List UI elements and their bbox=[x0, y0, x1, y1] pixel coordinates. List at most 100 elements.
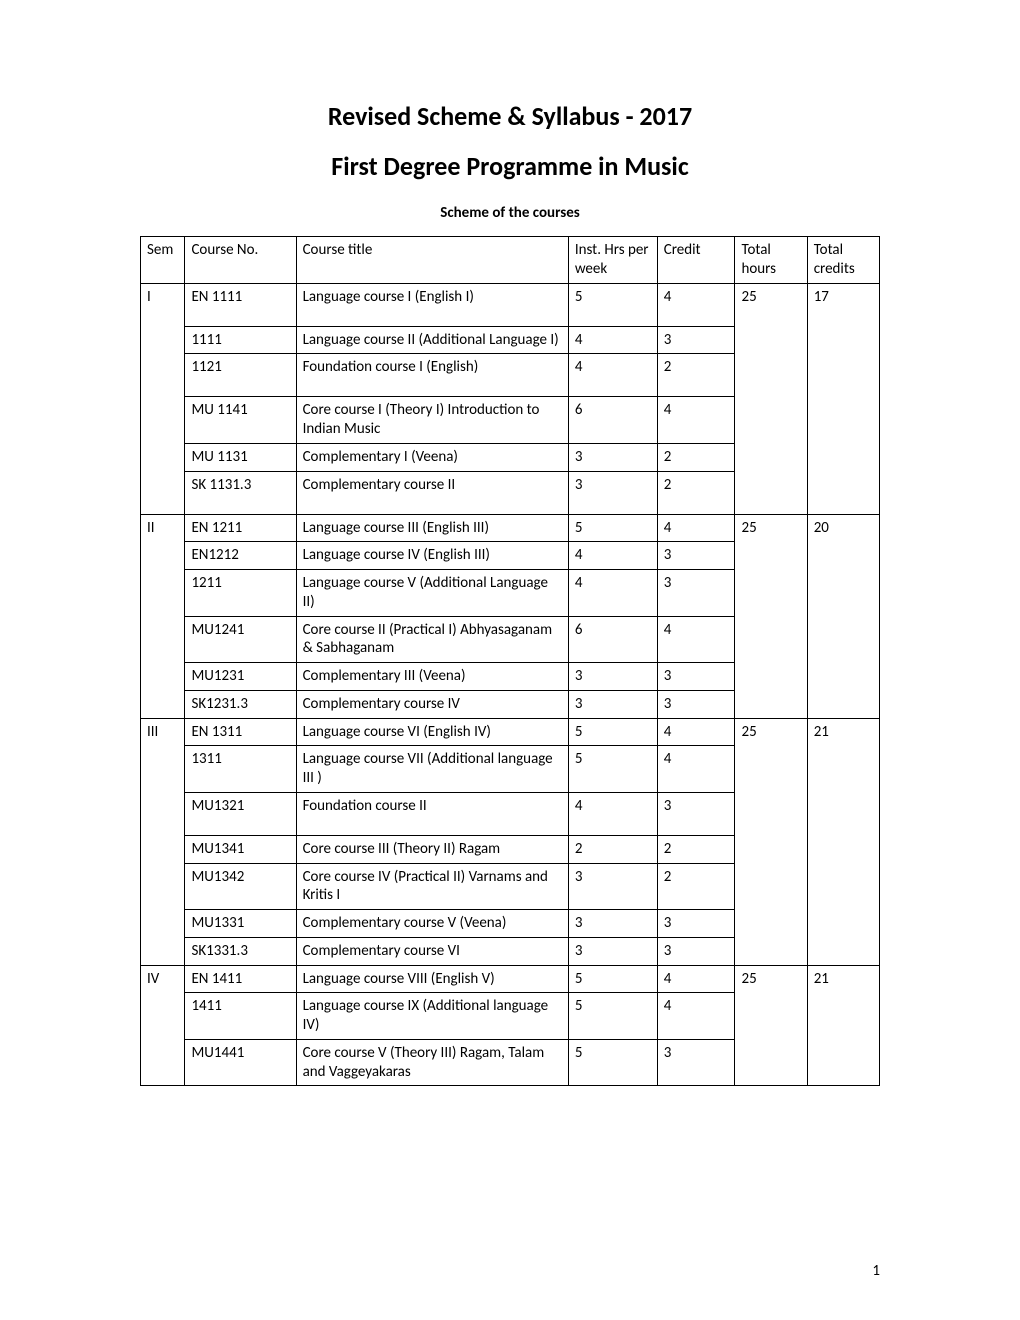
cell-inst-hrs: 5 bbox=[568, 965, 657, 993]
cell-course-no: EN1212 bbox=[185, 542, 296, 570]
col-total-hours: Total hours bbox=[735, 237, 807, 284]
cell-course-title: Foundation course I (English) bbox=[296, 354, 568, 397]
col-course-no: Course No. bbox=[185, 237, 296, 284]
cell-course-title: Language course I (English I) bbox=[296, 283, 568, 326]
cell-inst-hrs: 4 bbox=[568, 354, 657, 397]
cell-credit: 3 bbox=[657, 1039, 735, 1086]
cell-total-hours: 25 bbox=[735, 283, 807, 514]
cell-inst-hrs: 5 bbox=[568, 993, 657, 1040]
cell-course-no: MU1231 bbox=[185, 663, 296, 691]
cell-sem: III bbox=[141, 718, 185, 965]
cell-course-no: 1311 bbox=[185, 746, 296, 793]
cell-course-no: MU1331 bbox=[185, 910, 296, 938]
document-title: Revised Scheme & Syllabus - 2017 bbox=[140, 100, 880, 132]
cell-course-no: MU1341 bbox=[185, 835, 296, 863]
col-course-title: Course title bbox=[296, 237, 568, 284]
cell-course-title: Complementary I (Veena) bbox=[296, 443, 568, 471]
page-number: 1 bbox=[872, 1262, 880, 1280]
cell-course-title: Language course VII (Additional language… bbox=[296, 746, 568, 793]
cell-credit: 2 bbox=[657, 835, 735, 863]
table-row: IVEN 1411Language course VIII (English V… bbox=[141, 965, 880, 993]
cell-course-title: Core course III (Theory II) Ragam bbox=[296, 835, 568, 863]
cell-credit: 3 bbox=[657, 937, 735, 965]
cell-course-no: 1411 bbox=[185, 993, 296, 1040]
cell-credit: 4 bbox=[657, 746, 735, 793]
cell-credit: 2 bbox=[657, 471, 735, 514]
cell-total-hours: 25 bbox=[735, 718, 807, 965]
table-row: IEN 1111Language course I (English I)542… bbox=[141, 283, 880, 326]
cell-course-no: EN 1311 bbox=[185, 718, 296, 746]
col-total-credits: Total credits bbox=[807, 237, 879, 284]
cell-inst-hrs: 5 bbox=[568, 746, 657, 793]
cell-course-no: SK 1131.3 bbox=[185, 471, 296, 514]
cell-inst-hrs: 4 bbox=[568, 570, 657, 617]
cell-total-credits: 21 bbox=[807, 718, 879, 965]
col-sem: Sem bbox=[141, 237, 185, 284]
cell-total-hours: 25 bbox=[735, 514, 807, 718]
cell-course-no: 1111 bbox=[185, 326, 296, 354]
cell-total-credits: 20 bbox=[807, 514, 879, 718]
courses-table: Sem Course No. Course title Inst. Hrs pe… bbox=[140, 236, 880, 1086]
cell-inst-hrs: 4 bbox=[568, 326, 657, 354]
cell-course-title: Language course VI (English IV) bbox=[296, 718, 568, 746]
cell-course-title: Core course II (Practical I) Abhyasagana… bbox=[296, 616, 568, 663]
cell-inst-hrs: 3 bbox=[568, 863, 657, 910]
cell-course-no: MU1321 bbox=[185, 792, 296, 835]
cell-credit: 4 bbox=[657, 718, 735, 746]
cell-credit: 4 bbox=[657, 616, 735, 663]
cell-course-title: Language course IV (English III) bbox=[296, 542, 568, 570]
cell-credit: 4 bbox=[657, 965, 735, 993]
cell-course-title: Language course IX (Additional language … bbox=[296, 993, 568, 1040]
cell-inst-hrs: 2 bbox=[568, 835, 657, 863]
cell-inst-hrs: 5 bbox=[568, 514, 657, 542]
cell-credit: 4 bbox=[657, 283, 735, 326]
cell-sem: II bbox=[141, 514, 185, 718]
cell-course-no: SK1331.3 bbox=[185, 937, 296, 965]
cell-inst-hrs: 3 bbox=[568, 471, 657, 514]
cell-course-no: 1121 bbox=[185, 354, 296, 397]
cell-sem: IV bbox=[141, 965, 185, 1086]
cell-inst-hrs: 3 bbox=[568, 663, 657, 691]
cell-inst-hrs: 6 bbox=[568, 397, 657, 444]
cell-inst-hrs: 5 bbox=[568, 1039, 657, 1086]
cell-course-no: MU1342 bbox=[185, 863, 296, 910]
cell-course-no: MU 1131 bbox=[185, 443, 296, 471]
cell-credit: 4 bbox=[657, 514, 735, 542]
cell-credit: 3 bbox=[657, 910, 735, 938]
cell-course-title: Language course II (Additional Language … bbox=[296, 326, 568, 354]
cell-course-title: Language course VIII (English V) bbox=[296, 965, 568, 993]
cell-inst-hrs: 3 bbox=[568, 937, 657, 965]
cell-total-credits: 17 bbox=[807, 283, 879, 514]
cell-course-title: Core course V (Theory III) Ragam, Talam … bbox=[296, 1039, 568, 1086]
cell-credit: 4 bbox=[657, 397, 735, 444]
cell-inst-hrs: 5 bbox=[568, 718, 657, 746]
scheme-label: Scheme of the courses bbox=[140, 204, 880, 222]
col-inst-hrs: Inst. Hrs per week bbox=[568, 237, 657, 284]
page: Revised Scheme & Syllabus - 2017 First D… bbox=[0, 0, 1020, 1320]
table-row: IIIEN 1311Language course VI (English IV… bbox=[141, 718, 880, 746]
cell-course-no: EN 1411 bbox=[185, 965, 296, 993]
cell-credit: 3 bbox=[657, 792, 735, 835]
cell-course-title: Complementary course VI bbox=[296, 937, 568, 965]
cell-sem: I bbox=[141, 283, 185, 514]
cell-inst-hrs: 3 bbox=[568, 690, 657, 718]
cell-course-title: Language course V (Additional Language I… bbox=[296, 570, 568, 617]
cell-course-no: SK1231.3 bbox=[185, 690, 296, 718]
cell-inst-hrs: 3 bbox=[568, 443, 657, 471]
cell-credit: 4 bbox=[657, 993, 735, 1040]
cell-course-no: MU1441 bbox=[185, 1039, 296, 1086]
table-row: IIEN 1211Language course III (English II… bbox=[141, 514, 880, 542]
cell-credit: 3 bbox=[657, 542, 735, 570]
courses-table-body: IEN 1111Language course I (English I)542… bbox=[141, 283, 880, 1086]
cell-course-no: MU 1141 bbox=[185, 397, 296, 444]
cell-course-no: MU1241 bbox=[185, 616, 296, 663]
cell-credit: 3 bbox=[657, 326, 735, 354]
cell-course-title: Complementary III (Veena) bbox=[296, 663, 568, 691]
cell-course-title: Core course IV (Practical II) Varnams an… bbox=[296, 863, 568, 910]
table-header-row: Sem Course No. Course title Inst. Hrs pe… bbox=[141, 237, 880, 284]
cell-credit: 2 bbox=[657, 443, 735, 471]
cell-course-no: EN 1111 bbox=[185, 283, 296, 326]
cell-course-title: Complementary course IV bbox=[296, 690, 568, 718]
cell-inst-hrs: 5 bbox=[568, 283, 657, 326]
cell-course-no: 1211 bbox=[185, 570, 296, 617]
